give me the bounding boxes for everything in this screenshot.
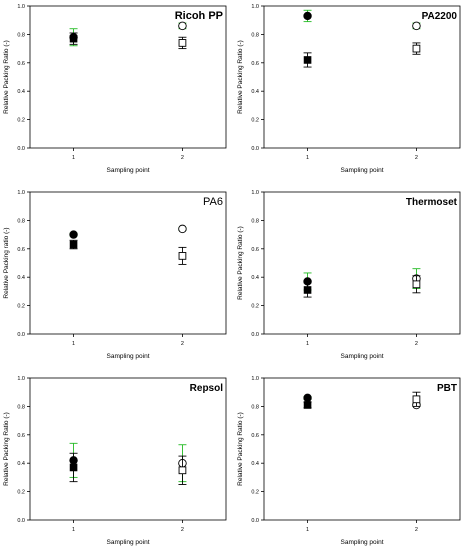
plot-frame bbox=[29, 191, 227, 335]
y-tick-label: 1.0 bbox=[251, 376, 259, 382]
y-tick-label: 0.2 bbox=[251, 118, 259, 124]
x-tick-label: 1 bbox=[72, 155, 75, 161]
panel-title: Ricoh PP bbox=[175, 10, 223, 22]
data-point-filled-square bbox=[303, 56, 312, 64]
chart-panel-3: 0.0 0.2 0.4 0.6 0.8 1.0 1 2 Sampling point Relati… bbox=[3, 190, 227, 360]
y-axis-label: Relative Packing Ratio (-) bbox=[237, 40, 244, 114]
y-tick-label: 0.2 bbox=[17, 490, 25, 496]
y-tick-label: 0.0 bbox=[251, 518, 259, 524]
plot-frame bbox=[263, 191, 461, 335]
data-point-open-square bbox=[178, 466, 187, 475]
y-tick-label: 0.0 bbox=[17, 146, 25, 152]
y-tick-label: 0.2 bbox=[251, 304, 259, 310]
plot-frame bbox=[29, 377, 227, 521]
y-tick-label: 0.4 bbox=[251, 461, 259, 467]
data-point-open-circle bbox=[178, 224, 187, 234]
plot-frame bbox=[263, 377, 461, 521]
y-tick-label: 0.8 bbox=[251, 218, 259, 224]
data-point-open-square bbox=[412, 395, 421, 404]
x-tick-label: 1 bbox=[306, 527, 309, 533]
panel-title: PA2200 bbox=[422, 11, 458, 22]
y-tick-label: 0.6 bbox=[251, 61, 259, 67]
chart-panel-1: 0.0 0.2 0.4 0.6 0.8 1.0 1 2 Sampling point Relati… bbox=[3, 4, 227, 174]
chart-panel-4: 0.0 0.2 0.4 0.6 0.8 1.0 1 2 Sampling point Relati… bbox=[237, 190, 461, 360]
y-tick-label: 0.0 bbox=[251, 332, 259, 338]
x-tick-label: 1 bbox=[72, 341, 75, 347]
y-tick-label: 0.4 bbox=[17, 89, 25, 95]
data-point-filled-square bbox=[69, 240, 78, 249]
x-tick-label: 2 bbox=[181, 155, 184, 161]
x-axis-label: Sampling point bbox=[341, 167, 384, 174]
y-axis-label: Relative Packing Ratio (-) bbox=[3, 412, 10, 486]
data-point-filled-circle bbox=[303, 11, 312, 21]
data-point-open-square bbox=[178, 252, 187, 260]
y-tick-label: 0.6 bbox=[17, 61, 25, 67]
data-point-filled-square bbox=[303, 286, 312, 294]
data-point-open-circle bbox=[412, 21, 421, 31]
y-tick-label: 1.0 bbox=[17, 376, 25, 382]
x-axis-label: Sampling point bbox=[107, 353, 150, 360]
data-point-filled-square bbox=[303, 401, 312, 409]
chart-panel-5: 0.0 0.2 0.4 0.6 0.8 1.0 1 2 Sampling point Relati… bbox=[3, 376, 227, 546]
data-point-filled-square bbox=[69, 34, 78, 43]
x-axis-label: Sampling point bbox=[341, 353, 384, 360]
panel-title: PA6 bbox=[203, 196, 223, 208]
x-tick-label: 2 bbox=[181, 341, 184, 347]
x-tick-label: 1 bbox=[306, 155, 309, 161]
chart-panel-2: 0.0 0.2 0.4 0.6 0.8 1.0 1 2 Sampling point Relati… bbox=[237, 4, 461, 174]
y-axis-label: Relative Packing Ratio (-) bbox=[3, 40, 10, 114]
data-point-open-square bbox=[412, 280, 421, 289]
panel-title: PBT bbox=[437, 383, 457, 394]
y-axis-label: Relative Packing Ratio (-) bbox=[237, 412, 244, 486]
y-tick-label: 0.8 bbox=[251, 404, 259, 410]
x-axis-label: Sampling point bbox=[107, 539, 150, 546]
x-axis-label: Sampling point bbox=[341, 539, 384, 546]
y-tick-label: 1.0 bbox=[17, 4, 25, 10]
y-axis-label: Relative Packing ratio (-) bbox=[3, 227, 10, 298]
data-point-filled-square bbox=[69, 463, 78, 472]
y-tick-label: 0.8 bbox=[251, 32, 259, 38]
panel-title: Repsol bbox=[190, 383, 224, 394]
y-tick-label: 0.6 bbox=[251, 247, 259, 253]
y-tick-label: 0.6 bbox=[17, 247, 25, 253]
data-point-open-square bbox=[178, 39, 187, 47]
y-tick-label: 0.0 bbox=[17, 332, 25, 338]
x-tick-label: 2 bbox=[415, 155, 418, 161]
data-point-open-square bbox=[412, 44, 421, 53]
panel-title: Thermoset bbox=[406, 197, 458, 208]
y-tick-label: 0.2 bbox=[17, 304, 25, 310]
plot-frame bbox=[29, 5, 227, 149]
y-tick-label: 0.4 bbox=[17, 461, 25, 467]
y-tick-label: 0.4 bbox=[17, 275, 25, 281]
y-tick-label: 0.6 bbox=[17, 433, 25, 439]
y-tick-label: 0.8 bbox=[17, 218, 25, 224]
y-tick-label: 1.0 bbox=[17, 190, 25, 196]
y-tick-label: 0.2 bbox=[17, 118, 25, 124]
y-tick-label: 0.6 bbox=[251, 433, 259, 439]
y-tick-label: 0.4 bbox=[251, 275, 259, 281]
y-tick-label: 0.0 bbox=[251, 146, 259, 152]
data-point-filled-circle bbox=[303, 393, 312, 403]
data-point-open-circle bbox=[178, 21, 187, 31]
x-axis-label: Sampling point bbox=[107, 167, 150, 174]
y-tick-label: 1.0 bbox=[251, 4, 259, 10]
x-tick-label: 2 bbox=[415, 341, 418, 347]
y-tick-label: 0.2 bbox=[251, 490, 259, 496]
x-tick-label: 2 bbox=[181, 527, 184, 533]
y-tick-label: 1.0 bbox=[251, 190, 259, 196]
x-tick-label: 1 bbox=[306, 341, 309, 347]
y-tick-label: 0.8 bbox=[17, 404, 25, 410]
y-axis-label: Relative Packing Ratio (-) bbox=[237, 226, 244, 300]
chart-panel-6: 0.0 0.2 0.4 0.6 0.8 1.0 1 2 Sampling point Relati… bbox=[237, 376, 461, 546]
plot-frame bbox=[263, 5, 461, 149]
y-tick-label: 0.0 bbox=[17, 518, 25, 524]
x-tick-label: 1 bbox=[72, 527, 75, 533]
x-tick-label: 2 bbox=[415, 527, 418, 533]
y-tick-label: 0.8 bbox=[17, 32, 25, 38]
y-tick-label: 0.4 bbox=[251, 89, 259, 95]
data-point-filled-circle bbox=[69, 230, 78, 239]
